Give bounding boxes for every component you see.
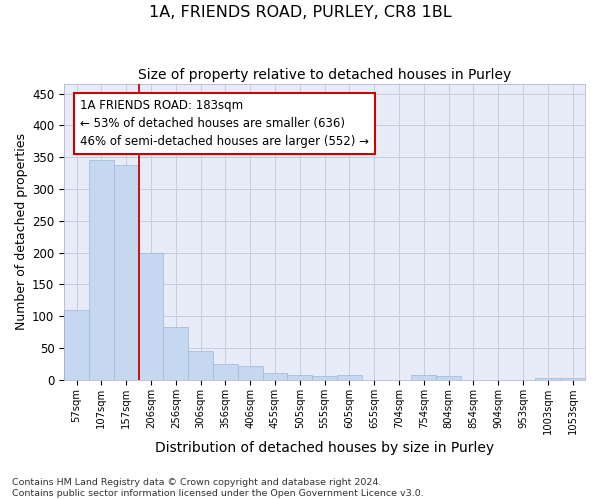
X-axis label: Distribution of detached houses by size in Purley: Distribution of detached houses by size … — [155, 441, 494, 455]
Bar — [412, 375, 436, 380]
Bar — [337, 376, 362, 380]
Y-axis label: Number of detached properties: Number of detached properties — [15, 134, 28, 330]
Bar — [560, 378, 585, 380]
Bar — [114, 165, 139, 380]
Bar — [238, 366, 263, 380]
Title: Size of property relative to detached houses in Purley: Size of property relative to detached ho… — [138, 68, 511, 82]
Text: Contains HM Land Registry data © Crown copyright and database right 2024.
Contai: Contains HM Land Registry data © Crown c… — [12, 478, 424, 498]
Text: 1A FRIENDS ROAD: 183sqm
← 53% of detached houses are smaller (636)
46% of semi-d: 1A FRIENDS ROAD: 183sqm ← 53% of detache… — [80, 99, 369, 148]
Bar — [535, 378, 560, 380]
Bar — [163, 327, 188, 380]
Bar — [139, 252, 163, 380]
Bar — [436, 376, 461, 380]
Bar — [188, 350, 213, 380]
Text: 1A, FRIENDS ROAD, PURLEY, CR8 1BL: 1A, FRIENDS ROAD, PURLEY, CR8 1BL — [149, 5, 451, 20]
Bar — [64, 310, 89, 380]
Bar — [89, 160, 114, 380]
Bar — [312, 376, 337, 380]
Bar — [263, 373, 287, 380]
Bar — [287, 376, 312, 380]
Bar — [213, 364, 238, 380]
